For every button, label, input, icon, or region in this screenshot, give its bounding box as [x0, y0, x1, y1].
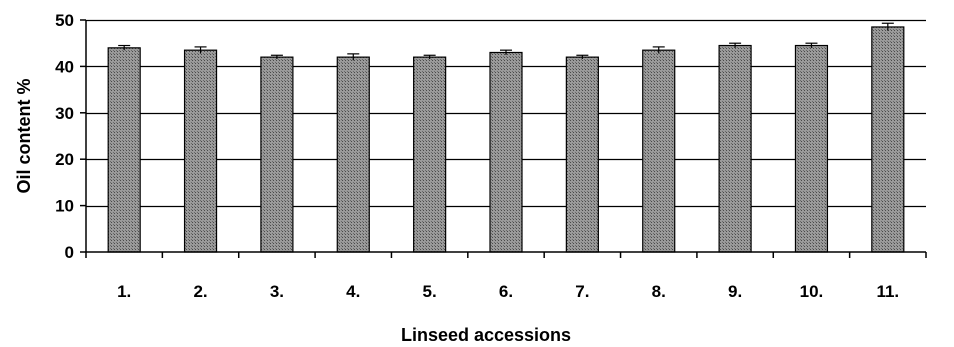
x-tick-label: 9.: [728, 282, 742, 301]
y-axis-title: Oil content %: [14, 78, 34, 193]
y-tick-label: 30: [55, 104, 74, 123]
bar: [489, 51, 523, 253]
bar: [336, 56, 370, 253]
y-tick-label: 20: [55, 150, 74, 169]
x-axis-title: Linseed accessions: [401, 325, 571, 345]
y-tick-label: 40: [55, 57, 74, 76]
bar: [565, 56, 599, 253]
bar: [413, 56, 447, 253]
axes: [80, 19, 927, 258]
x-tick-label: 4.: [346, 282, 360, 301]
x-tick-label: 2.: [193, 282, 207, 301]
y-tick-label: 10: [55, 197, 74, 216]
x-tick-label: 5.: [423, 282, 437, 301]
bar: [871, 26, 905, 253]
x-tick-label: 3.: [270, 282, 284, 301]
bar: [107, 47, 141, 253]
bar: [642, 49, 676, 253]
x-tick-label: 11.: [876, 282, 899, 301]
x-tick-label: 6.: [499, 282, 513, 301]
bar: [183, 49, 218, 253]
x-tick-labels: 1. 2. 3. 4. 5. 6. 7. 8. 9. 10. 11.: [117, 282, 899, 301]
x-tick-label: 10.: [800, 282, 824, 301]
y-tick-label: 50: [55, 11, 74, 30]
bar: [718, 44, 752, 253]
bar: [794, 44, 829, 253]
y-tick-labels: 0 10 20 30 40 50: [55, 11, 74, 262]
y-tick-label: 0: [65, 243, 74, 262]
x-tick-label: 8.: [652, 282, 666, 301]
x-tick-label: 7.: [575, 282, 589, 301]
bars: [107, 22, 905, 253]
x-tick-label: 1.: [117, 282, 131, 301]
bar: [260, 56, 294, 253]
